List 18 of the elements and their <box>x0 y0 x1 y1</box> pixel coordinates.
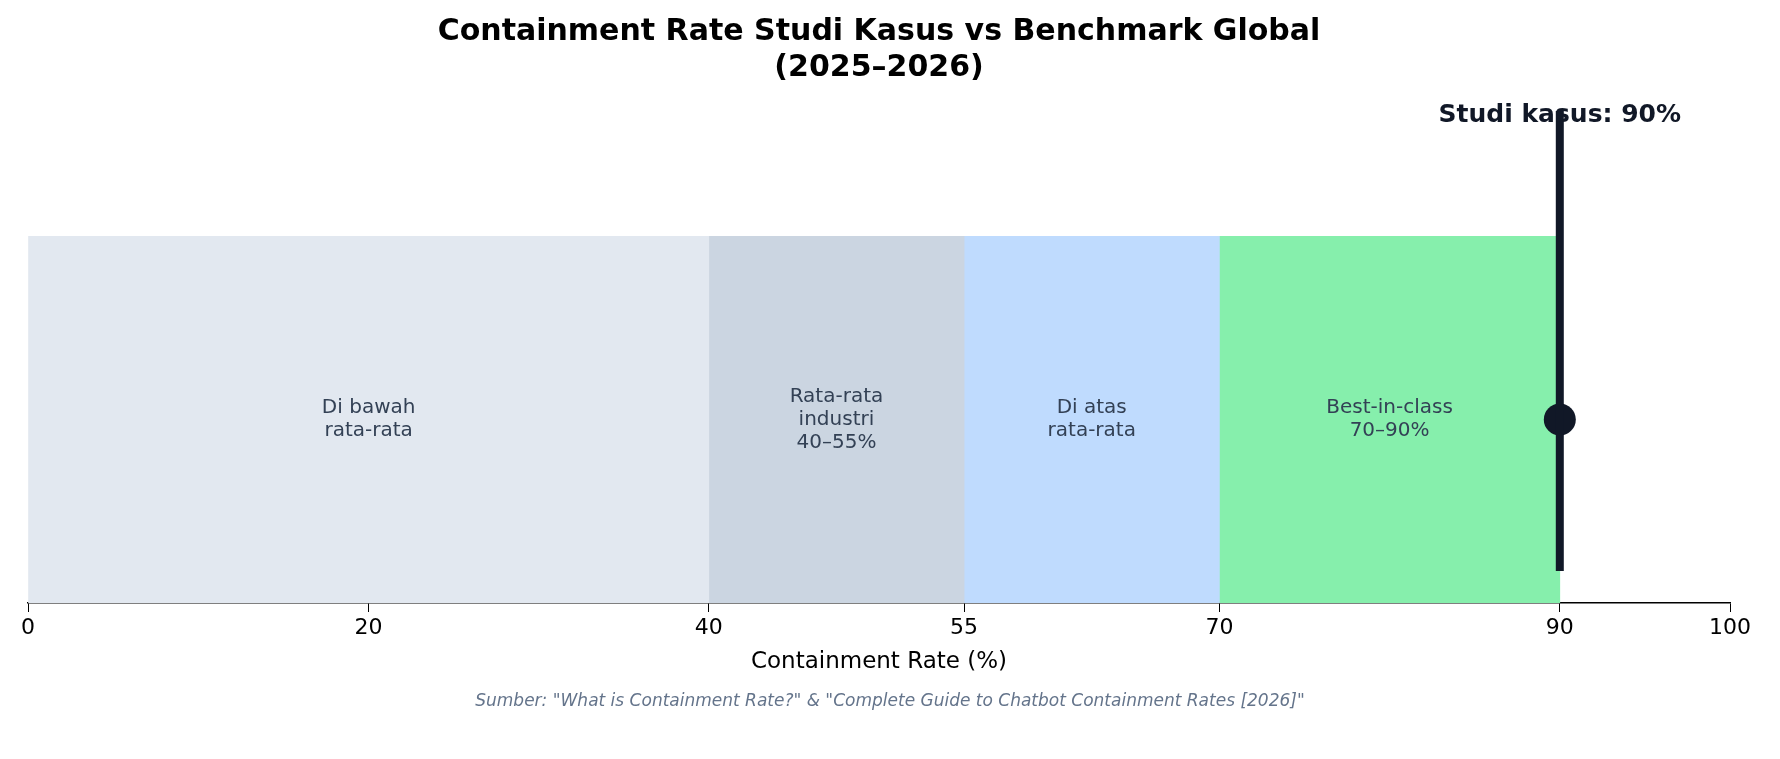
x-axis-title: Containment Rate (%) <box>750 647 1008 674</box>
bar <box>1219 236 1561 603</box>
x-tick-label: 40 <box>694 613 723 639</box>
bar <box>963 236 1220 603</box>
chart-title: Containment Rate Studi Kasus vs Benchmark Global (2025–2026) <box>437 11 1321 83</box>
series-label: Best-in-class 70–90% <box>1326 394 1453 442</box>
bar <box>708 236 965 603</box>
x-tick-label: 100 <box>1709 613 1751 639</box>
series-label: Rata-rata industri 40–55% <box>789 382 884 453</box>
series-label: Di atas rata-rata <box>1047 394 1136 442</box>
series-label: Di bawah rata-rata <box>321 394 416 442</box>
x-tick-label: 55 <box>950 613 979 639</box>
x-tick-label: 90 <box>1545 613 1574 639</box>
x-tick-label: 70 <box>1205 613 1234 639</box>
x-tick-label: 0 <box>21 613 35 639</box>
text: Sumber: "What is Containment Rate?" & "Complete Guide to Chatbot Containment Rates [2026]" <box>474 690 1306 710</box>
bar <box>28 236 710 603</box>
x-tick-label: 20 <box>354 613 383 639</box>
